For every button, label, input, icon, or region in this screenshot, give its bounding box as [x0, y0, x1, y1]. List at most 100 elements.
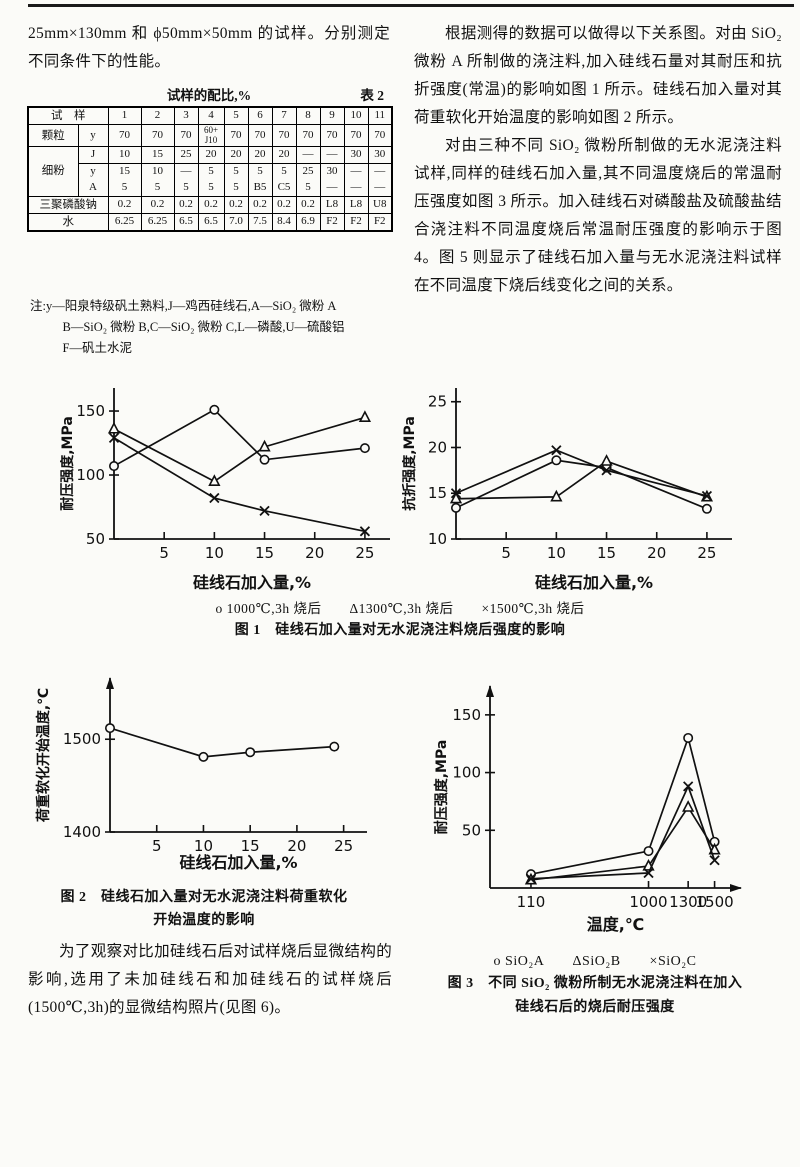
table-cell: L8: [319, 195, 345, 214]
svg-text:1400: 1400: [63, 823, 101, 841]
table-cell: 7.0: [223, 213, 249, 232]
svg-text:100: 100: [76, 466, 105, 484]
row-sub-label: y: [77, 124, 109, 148]
table-header-col: 1: [107, 106, 142, 126]
svg-text:耐压强度,MPa: 耐压强度,MPa: [433, 740, 450, 835]
table-cell: 5: [247, 163, 273, 180]
table-cell: B5: [247, 179, 273, 196]
table-notes: 注:y—阳泉特级矾土熟料,J—鸡西硅线石,A—SiO₂ 微粉 A B—SiO₂ …: [30, 296, 392, 359]
table-cell: 0.2: [107, 195, 142, 214]
table-header-col: 2: [140, 106, 175, 126]
table-cell: F2: [343, 213, 369, 232]
table-cell: U8: [367, 195, 393, 214]
mix-proportion-table: 试 样 1 2 3 4 5 6 7 8 9 10 11 颗粒 y 70 70 70 60+ J10 70 70 70 70…: [27, 106, 393, 233]
table-cell: 70: [173, 124, 199, 148]
table-cell: —: [319, 179, 345, 196]
table-header-label: 试 样: [27, 106, 109, 126]
svg-text:15: 15: [241, 837, 260, 855]
table-cell: —: [173, 163, 199, 180]
svg-text:耐压强度,MPa: 耐压强度,MPa: [60, 416, 76, 511]
row-group-label: 颗粒: [27, 124, 79, 148]
table-cell: —: [343, 179, 369, 196]
table-cell: 0.2: [223, 195, 249, 214]
table-cell: 70: [247, 124, 273, 148]
table-cell: 0.2: [173, 195, 199, 214]
table-cell: 0.2: [295, 195, 321, 214]
svg-text:25: 25: [334, 837, 353, 855]
table-cell: 30: [367, 146, 393, 164]
table-header-col: 11: [367, 106, 393, 126]
figure1-left-chart: 50 100 150 5 10 15 20 25 耐压强度,MPa 硅线石加入量,%: [59, 376, 402, 597]
svg-text:5: 5: [501, 544, 511, 562]
table-title: 试样的配比,%: [166, 88, 252, 103]
svg-text:110: 110: [517, 893, 546, 911]
table-cell: 8.4: [271, 213, 297, 232]
svg-text:20: 20: [428, 438, 447, 456]
paragraph-2: 对由三种不同 SiO₂ 微粉所制做的无水泥浇注料试样,同样的硅线石加入量,其不同…: [414, 137, 782, 294]
table-cell: 70: [271, 124, 297, 148]
table-header-col: 6: [247, 106, 273, 126]
svg-text:20: 20: [287, 837, 306, 855]
svg-text:1500: 1500: [63, 730, 101, 748]
table-header-col: 9: [319, 106, 345, 126]
table-cell: 30: [319, 163, 345, 180]
svg-text:1000: 1000: [629, 893, 667, 911]
table-cell: 5: [140, 179, 175, 196]
table-cell: 30: [343, 146, 369, 164]
svg-text:25: 25: [355, 544, 374, 562]
figure2-caption-line2: 开始温度的影响: [153, 913, 255, 928]
table-cell: 70: [367, 124, 393, 148]
note-line: F—矾土水泥: [62, 341, 132, 355]
svg-text:50: 50: [86, 530, 105, 548]
table-number: 表 2: [360, 88, 384, 103]
table-cell: 5: [173, 179, 199, 196]
table-header-col: 3: [173, 106, 199, 126]
table-cell: 0.2: [140, 195, 175, 214]
table-header-col: 4: [197, 106, 225, 126]
table-cell: 6.9: [295, 213, 321, 232]
table-cell: 5: [271, 163, 297, 180]
figure1-legend: o 1000℃,3h 烧后 Δ1300℃,3h 烧后 ×1500℃,3h 烧后: [215, 601, 585, 616]
table-header-col: 7: [271, 106, 297, 126]
table-header-col: 10: [343, 106, 369, 126]
figure3-caption-line1: 图 3 不同 SiO₂ 微粉所制无水泥浇注料在加入: [447, 976, 743, 991]
svg-text:1500: 1500: [695, 893, 733, 911]
svg-text:100: 100: [452, 764, 481, 782]
svg-text:硅线石加入量,%: 硅线石加入量,%: [179, 853, 297, 872]
table-cell: 70: [319, 124, 345, 148]
table-cell: 0.2: [247, 195, 273, 214]
svg-text:5: 5: [152, 837, 162, 855]
svg-text:10: 10: [205, 544, 224, 562]
svg-text:硅线石加入量,%: 硅线石加入量,%: [535, 573, 653, 592]
table-cell: 6.5: [173, 213, 199, 232]
figure2-caption-line1: 图 2 硅线石加入量对无水泥浇注料荷重软化: [60, 890, 348, 905]
svg-text:15: 15: [255, 544, 274, 562]
table-header-col: 8: [295, 106, 321, 126]
table-cell: 7.5: [247, 213, 273, 232]
table-cell: 0.2: [197, 195, 225, 214]
svg-text:10: 10: [428, 530, 447, 548]
table-cell: —: [343, 163, 369, 180]
row-group-label: 三聚磷酸钠: [27, 195, 109, 214]
table-cell: 70: [343, 124, 369, 148]
table-cell: —: [367, 163, 393, 180]
table-cell: 5: [107, 179, 142, 196]
svg-text:15: 15: [597, 544, 616, 562]
intro-paragraph: 25mm×130mm 和 ϕ50mm×50mm 的试样。分别测定不同条件下的性能…: [28, 25, 390, 70]
table-cell: 6.25: [107, 213, 142, 232]
figure1-right-chart: 10 15 20 25 5 10 15 20 25 抗折强度,MPa 硅线石加入量,%: [401, 376, 744, 597]
svg-text:25: 25: [428, 393, 447, 411]
table-cell: F2: [367, 213, 393, 232]
svg-text:1300: 1300: [669, 893, 707, 911]
table-cell: 15: [107, 163, 142, 180]
table-cell: 5: [197, 163, 225, 180]
mix-table-body: 试 样 1 2 3 4 5 6 7 8 9 10 11 颗粒 y 70 70 70 60+ J10 70 70 70 70…: [27, 106, 393, 232]
note-line: B—SiO₂ 微粉 B,C—SiO₂ 微粉 C,L—磷酸,U—硫酸铝: [62, 320, 345, 334]
svg-text:抗折强度,MPa: 抗折强度,MPa: [402, 416, 418, 511]
table-cell: 6.25: [140, 213, 175, 232]
microstructure-paragraph: 为了观察对比加硅线石后对试样烧后显微结构的影响,选用了未加硅线石和加硅线石的试样…: [28, 943, 392, 1016]
note-line: 注:y—阳泉特级矾土熟料,J—鸡西硅线石,A—SiO₂ 微粉 A: [30, 299, 337, 313]
table-cell: 5: [197, 179, 225, 196]
table-cell: —: [319, 146, 345, 164]
table-cell: 20: [223, 146, 249, 164]
